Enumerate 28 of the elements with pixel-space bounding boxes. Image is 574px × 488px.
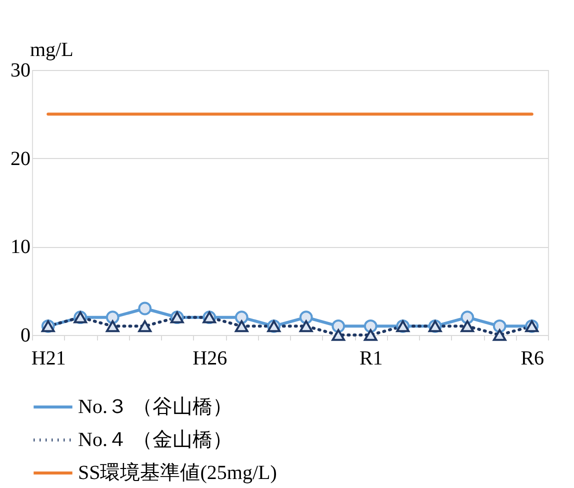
y-tick-label: 20 [10, 148, 30, 170]
point [332, 329, 346, 341]
point [138, 320, 152, 332]
point [364, 329, 378, 341]
legend-label: No.４ （金山橋） [78, 429, 232, 451]
point [138, 302, 152, 316]
legend-label: No.３ （谷山橋） [78, 396, 232, 418]
x-tick-label: H21 [31, 348, 66, 370]
point [492, 329, 506, 341]
point [106, 310, 120, 324]
point [299, 310, 313, 324]
x-tick-label: H26 [192, 348, 228, 370]
y-tick-label: 0 [20, 324, 30, 346]
point [364, 319, 378, 333]
x-tick-label: R1 [359, 348, 383, 370]
legend-label: SS環境基準値(25mg/L) [78, 462, 277, 484]
point [106, 320, 120, 332]
point [332, 319, 346, 333]
point [460, 320, 474, 332]
x-tick-label: R6 [520, 348, 544, 370]
point [492, 319, 506, 333]
y-tick-label: 10 [10, 236, 30, 258]
point [460, 310, 474, 324]
y-tick-label: 30 [10, 60, 30, 82]
point [299, 320, 313, 332]
point [234, 310, 248, 324]
point [234, 320, 248, 332]
y-axis-title: mg/L [30, 39, 74, 61]
